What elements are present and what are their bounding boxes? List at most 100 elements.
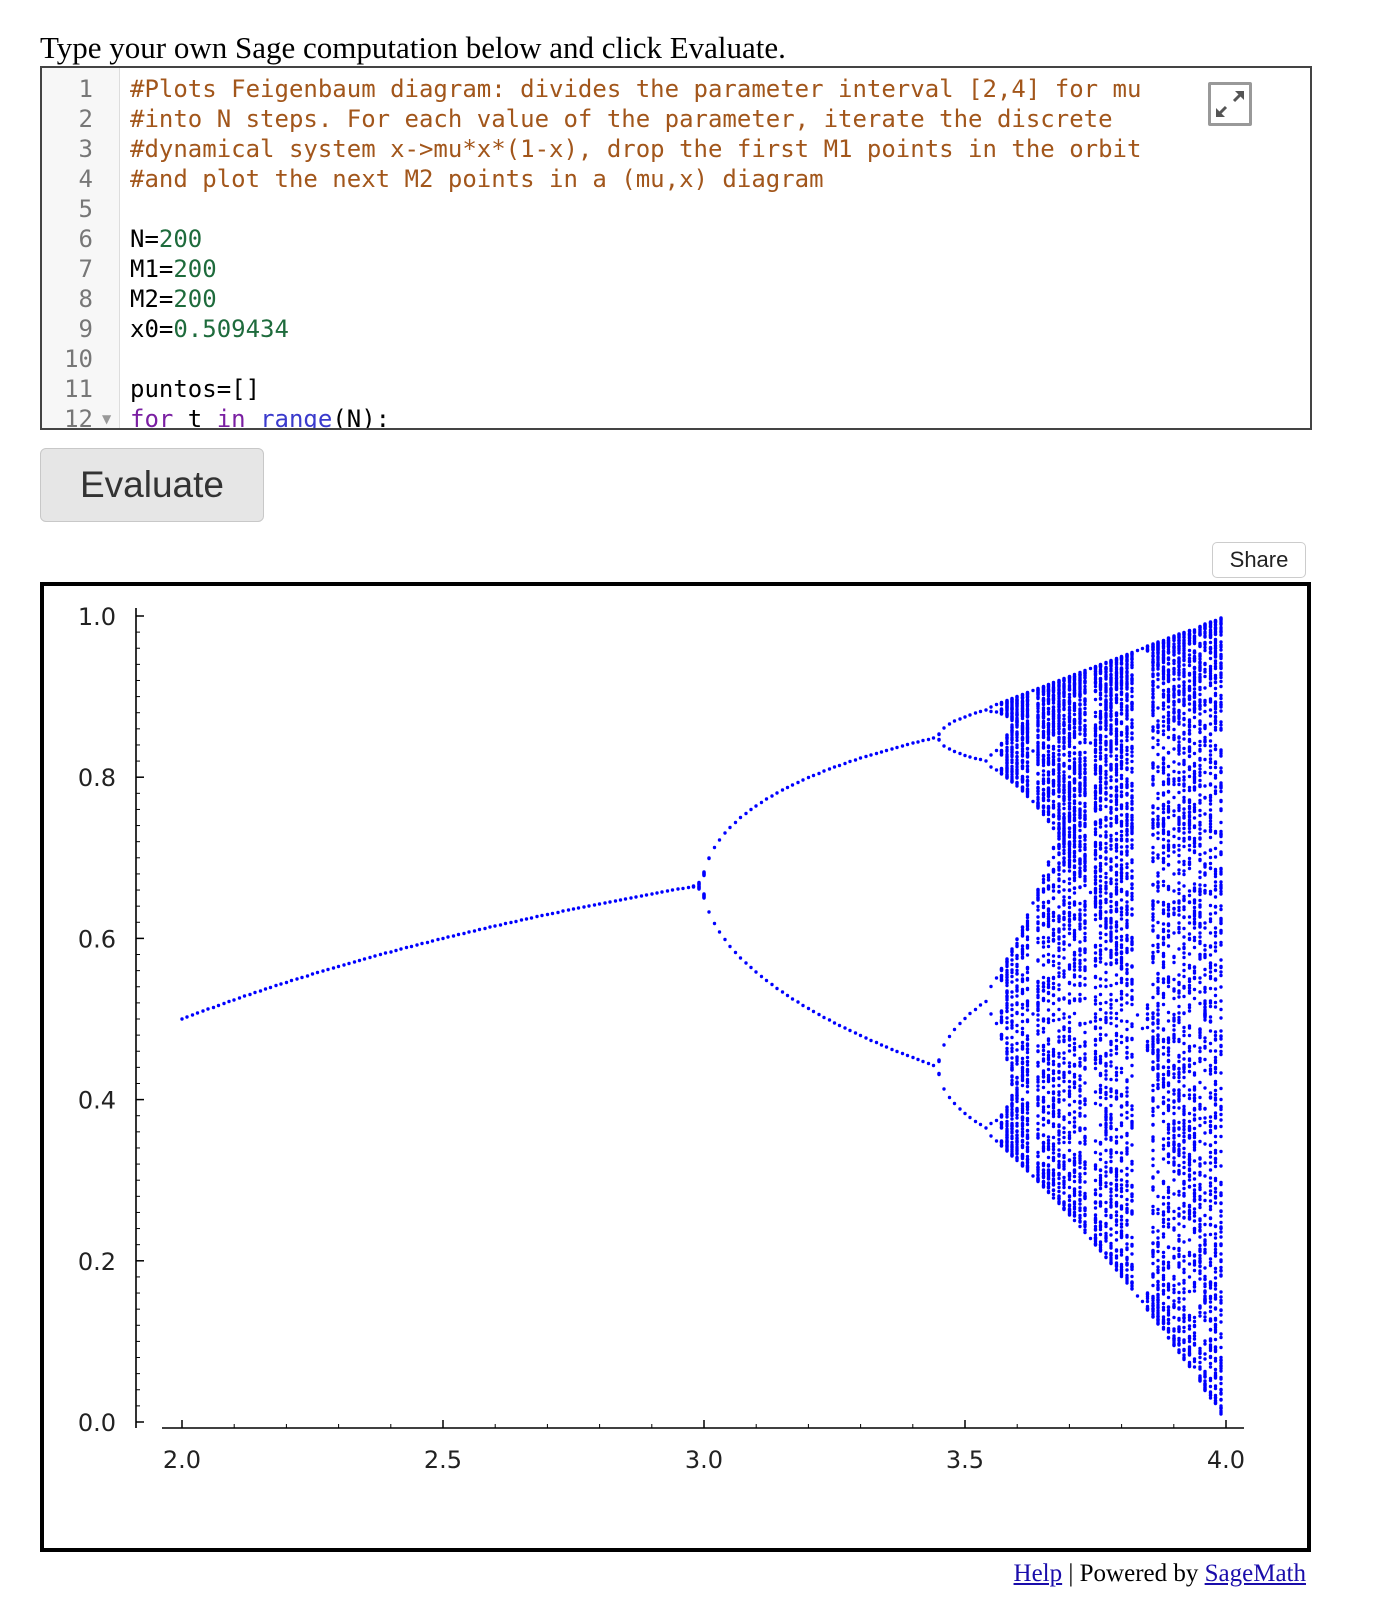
data-point bbox=[1098, 747, 1103, 752]
data-point bbox=[1093, 1188, 1098, 1192]
share-button[interactable]: Share bbox=[1212, 542, 1306, 578]
data-point bbox=[963, 1016, 967, 1021]
data-point bbox=[1015, 743, 1019, 747]
data-point bbox=[1156, 1066, 1160, 1071]
data-point bbox=[1046, 860, 1051, 865]
data-point bbox=[1062, 698, 1066, 703]
data-point bbox=[1041, 1045, 1046, 1049]
data-point bbox=[1145, 1292, 1150, 1297]
data-point bbox=[1093, 689, 1098, 693]
data-point bbox=[1119, 977, 1124, 982]
data-point bbox=[1051, 805, 1056, 809]
data-point bbox=[1093, 821, 1098, 826]
data-point bbox=[1119, 1222, 1124, 1226]
data-point bbox=[1125, 967, 1129, 972]
data-point bbox=[1125, 1218, 1129, 1223]
data-point bbox=[1072, 1214, 1077, 1218]
data-point bbox=[1151, 821, 1155, 825]
data-point bbox=[1015, 1136, 1019, 1141]
data-point bbox=[1098, 787, 1103, 791]
data-point bbox=[1156, 1258, 1160, 1263]
data-point bbox=[1119, 686, 1124, 691]
data-point bbox=[1057, 1040, 1061, 1044]
data-point bbox=[1036, 904, 1040, 909]
data-point bbox=[1109, 778, 1113, 783]
data-point bbox=[1046, 780, 1051, 785]
data-point bbox=[1119, 1189, 1124, 1194]
data-point bbox=[1151, 1241, 1155, 1246]
data-point bbox=[1036, 1061, 1040, 1065]
data-point bbox=[1041, 985, 1046, 989]
code-editor[interactable]: 1 2 3 4 5 6 7 8 9 10 11 12 ▼ #Plots Feigenbaum diagr… bbox=[40, 66, 1312, 430]
data-point bbox=[1062, 744, 1066, 749]
data-point bbox=[1125, 766, 1129, 771]
data-point bbox=[1057, 704, 1061, 709]
data-point bbox=[1010, 1075, 1014, 1079]
data-point bbox=[1104, 661, 1108, 666]
data-point bbox=[1098, 804, 1103, 808]
data-point bbox=[1015, 708, 1019, 712]
data-point bbox=[1015, 1076, 1019, 1080]
data-point bbox=[1041, 900, 1046, 905]
data-point bbox=[864, 754, 868, 759]
data-point bbox=[1130, 1252, 1134, 1256]
data-point bbox=[1114, 831, 1119, 836]
data-point bbox=[1083, 702, 1087, 707]
data-point bbox=[1151, 1204, 1155, 1209]
data-point bbox=[1093, 1238, 1098, 1242]
data-point bbox=[806, 775, 811, 780]
data-point bbox=[1119, 917, 1124, 921]
data-point bbox=[1161, 1065, 1166, 1069]
data-point bbox=[1098, 777, 1103, 781]
data-point bbox=[1161, 1147, 1166, 1151]
data-point bbox=[1057, 1159, 1061, 1164]
data-point bbox=[1125, 832, 1129, 837]
data-point bbox=[1114, 793, 1119, 798]
data-point bbox=[1098, 1083, 1103, 1088]
data-point bbox=[1093, 875, 1098, 879]
data-point bbox=[1020, 1118, 1025, 1122]
data-point bbox=[1057, 878, 1061, 883]
data-point bbox=[1067, 705, 1072, 710]
data-point bbox=[1025, 1145, 1030, 1149]
data-point bbox=[1062, 806, 1066, 811]
code-area[interactable]: #Plots Feigenbaum diagram: divides the p… bbox=[130, 74, 1141, 428]
data-point bbox=[1093, 1139, 1098, 1143]
data-point bbox=[1067, 1061, 1072, 1065]
data-point bbox=[1062, 773, 1066, 778]
fold-toggle-icon[interactable]: ▼ bbox=[102, 412, 112, 426]
code-line bbox=[130, 344, 1141, 374]
data-point bbox=[1130, 807, 1134, 812]
data-point bbox=[1041, 702, 1046, 707]
data-point bbox=[1114, 1066, 1119, 1070]
data-point bbox=[1036, 1084, 1040, 1088]
data-point bbox=[1005, 1057, 1009, 1062]
data-point bbox=[1083, 899, 1087, 904]
data-point bbox=[1093, 789, 1098, 794]
data-point bbox=[1161, 1217, 1166, 1222]
data-point bbox=[561, 909, 565, 913]
data-point bbox=[1093, 697, 1098, 702]
data-point bbox=[1083, 1052, 1087, 1056]
data-point bbox=[884, 748, 889, 753]
expand-arrows-icon[interactable] bbox=[1208, 82, 1252, 126]
data-point bbox=[874, 1040, 879, 1045]
code-token: 200 bbox=[173, 285, 217, 313]
data-point bbox=[1078, 844, 1082, 849]
data-point bbox=[1041, 763, 1046, 768]
data-point bbox=[1109, 1170, 1113, 1174]
data-point bbox=[1051, 993, 1056, 998]
data-point bbox=[728, 825, 732, 830]
data-point bbox=[1161, 1315, 1166, 1319]
data-point bbox=[1072, 1116, 1077, 1120]
data-point bbox=[1015, 725, 1019, 729]
data-point bbox=[1130, 725, 1134, 730]
data-point bbox=[295, 977, 299, 981]
data-point bbox=[1041, 1133, 1046, 1137]
data-point bbox=[1083, 996, 1087, 1001]
data-point bbox=[1098, 825, 1103, 829]
evaluate-button[interactable]: Evaluate bbox=[40, 448, 264, 522]
data-point bbox=[1093, 758, 1098, 763]
data-point bbox=[1051, 1071, 1056, 1076]
data-point bbox=[1156, 1026, 1160, 1030]
